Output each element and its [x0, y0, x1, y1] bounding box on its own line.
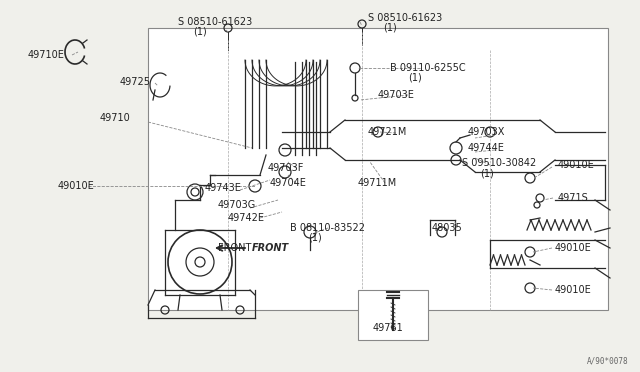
Text: FRONT: FRONT: [252, 243, 289, 253]
Text: B 08110-83522: B 08110-83522: [290, 223, 365, 233]
Bar: [358, 290, 428, 340]
Text: (1): (1): [383, 23, 397, 33]
Text: 49725: 49725: [120, 77, 151, 87]
Text: (1): (1): [193, 27, 207, 37]
Text: 49761: 49761: [372, 323, 403, 333]
Text: 49742E: 49742E: [228, 213, 265, 223]
Text: 49744E: 49744E: [468, 143, 505, 153]
Text: 49710: 49710: [100, 113, 131, 123]
Text: 48035: 48035: [432, 223, 463, 233]
Text: 49703E: 49703E: [378, 90, 415, 100]
Text: S 08510-61623: S 08510-61623: [178, 17, 252, 27]
Text: 49711M: 49711M: [358, 178, 397, 188]
Text: FRONT: FRONT: [218, 243, 252, 253]
Text: 49710E: 49710E: [28, 50, 65, 60]
Bar: [148, 28, 608, 310]
Text: 49703X: 49703X: [468, 127, 506, 137]
Text: 49010E: 49010E: [558, 160, 595, 170]
Text: A/90*0078: A/90*0078: [586, 356, 628, 365]
Text: 49703G: 49703G: [218, 200, 256, 210]
Text: 49010E: 49010E: [555, 243, 592, 253]
Text: 49721M: 49721M: [368, 127, 408, 137]
Text: 4971S: 4971S: [558, 193, 589, 203]
Text: 49743E: 49743E: [205, 183, 242, 193]
Text: 49010E: 49010E: [555, 285, 592, 295]
Text: S 08510-61623: S 08510-61623: [368, 13, 442, 23]
Text: 49704E: 49704E: [270, 178, 307, 188]
Text: 49010E: 49010E: [58, 181, 95, 191]
Text: B 09110-6255C: B 09110-6255C: [390, 63, 466, 73]
Text: (1): (1): [308, 233, 322, 243]
Text: S 09510-30842: S 09510-30842: [462, 158, 536, 168]
Text: (1): (1): [480, 168, 493, 178]
Text: 49703F: 49703F: [268, 163, 305, 173]
Text: (1): (1): [408, 73, 422, 83]
